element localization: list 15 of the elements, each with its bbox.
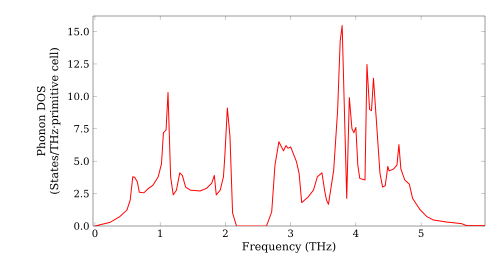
x-tick-label: 2: [222, 230, 228, 237]
y-tick-label: 0.0: [74, 222, 89, 230]
y-tick-label: 7.5: [74, 125, 89, 132]
x-tick-label: 1: [158, 230, 162, 237]
y-axis-title: Phonon DOS (States/THz·primitive cell): [36, 48, 60, 194]
x-tick-label: 0: [92, 230, 98, 238]
x-tick-label: 3: [288, 230, 294, 238]
y-tick-label: 10.0: [68, 92, 89, 100]
y-tick-label: 15.0: [68, 28, 89, 36]
x-tick-label: 5: [418, 230, 424, 237]
x-tick-label: 4: [352, 230, 359, 237]
y-tick-label: 2.5: [74, 190, 89, 198]
y-tick-label: 12.5: [68, 60, 89, 68]
x-axis-title: Frequency (THz): [242, 242, 336, 253]
y-tick-label: 5.0: [74, 157, 89, 165]
